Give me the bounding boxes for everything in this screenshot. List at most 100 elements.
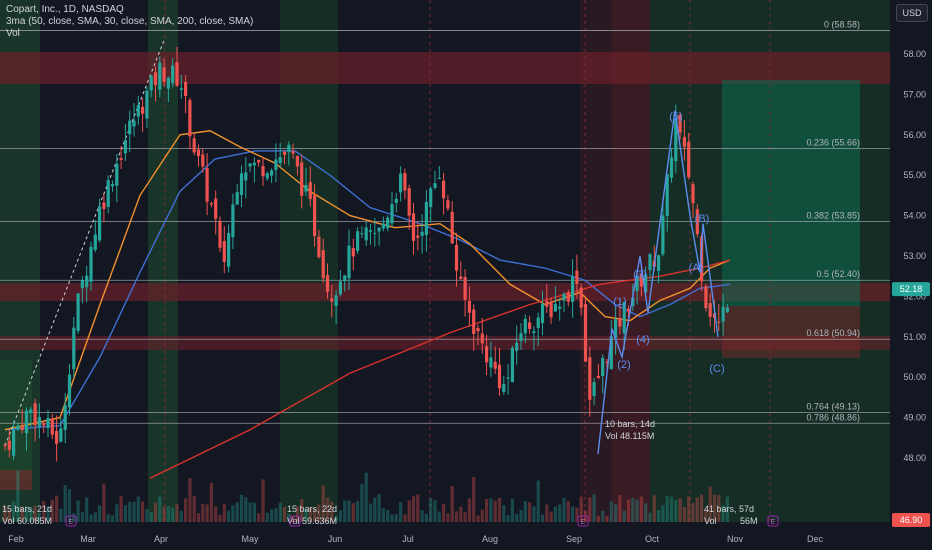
candle-body: [682, 136, 686, 147]
candle-body: [308, 182, 312, 200]
candle-body: [480, 333, 484, 344]
volume-bar: [571, 506, 575, 522]
indicator-label: 3ma (50, close, SMA, 30, close, SMA, 200…: [6, 16, 254, 27]
candle-body: [437, 178, 441, 180]
volume-bar: [235, 502, 239, 522]
volume-bar: [506, 515, 510, 522]
candle-body: [175, 62, 179, 87]
candle-body: [196, 149, 201, 156]
resistance-band-2: [0, 283, 890, 301]
candle-body: [347, 245, 351, 279]
candle-body: [687, 142, 691, 178]
volume-bar: [295, 506, 299, 522]
wave-label-4: (5): [669, 111, 682, 123]
fib-label-5: 0.764 (49.13): [806, 401, 860, 411]
wave-label-1: (2): [617, 359, 630, 371]
candle-body: [300, 162, 304, 196]
candle-body: [648, 254, 652, 271]
volume-bar: [622, 510, 626, 522]
candle-body: [463, 276, 467, 300]
volume-bar: [356, 501, 360, 522]
candle-body: [192, 138, 196, 153]
candle-body: [553, 303, 557, 312]
volume-bar: [463, 512, 467, 522]
volume-bar: [373, 497, 377, 522]
volume-bar: [102, 483, 106, 522]
volume-bar: [562, 497, 566, 522]
volume-bar: [390, 514, 394, 522]
volume-bar: [227, 510, 231, 522]
volume-bar: [545, 504, 549, 522]
candle-body: [89, 246, 93, 283]
wave-label-3: (4): [636, 334, 649, 346]
volume-bar: [411, 496, 416, 522]
candle-body: [184, 81, 188, 97]
volume-bar: [42, 501, 46, 522]
volume-bar: [510, 498, 514, 522]
candle-body: [429, 188, 433, 208]
volume-bar: [429, 498, 433, 522]
volume-bar: [231, 505, 235, 522]
volume-bar: [433, 499, 437, 522]
price-tick-5: 54.00: [903, 211, 926, 221]
candle-body: [325, 275, 330, 292]
candle-body: [678, 114, 682, 133]
candle-body: [72, 327, 76, 370]
candle-body: [218, 220, 222, 248]
candle-body: [549, 301, 553, 318]
volume-bar: [493, 500, 497, 522]
volume-bar: [132, 501, 136, 522]
currency-button[interactable]: USD: [896, 4, 928, 22]
volume-bar: [136, 496, 140, 522]
volume-bar: [519, 509, 523, 522]
volume-bar: [704, 509, 708, 522]
volume-bar: [317, 504, 321, 522]
volume-bar: [261, 479, 265, 522]
ma-line-ma-50: [4, 150, 731, 431]
volume-bar: [123, 505, 127, 522]
volume-bar: [644, 503, 648, 522]
month-tick-apr: Apr: [154, 534, 168, 544]
volume-bar: [166, 505, 170, 522]
candle-body: [373, 232, 377, 234]
candle-body: [270, 170, 274, 176]
volume-bar: [222, 504, 226, 522]
candle-body: [12, 429, 16, 456]
candle-body: [149, 75, 153, 91]
volume-bar: [37, 513, 41, 522]
volume-bar: [678, 498, 682, 522]
fib-label-2: 0.382 (53.85): [806, 211, 860, 221]
candle-body: [708, 303, 712, 317]
volume-bar: [12, 501, 16, 522]
earnings-marker-3: [767, 515, 779, 527]
candle-body: [399, 173, 403, 193]
volume-bars: [3, 470, 729, 522]
volume-bar: [661, 505, 665, 522]
candle-body: [16, 425, 20, 430]
volume-bar: [76, 500, 80, 522]
volume-bar: [162, 507, 166, 522]
volume-bar: [85, 497, 89, 522]
candle-body: [717, 321, 721, 323]
volume-bar: [7, 509, 11, 522]
candle-body: [338, 281, 342, 295]
candle-body: [532, 331, 536, 334]
candle-body: [523, 318, 527, 334]
candle-body: [360, 233, 364, 235]
volume-bar: [98, 505, 102, 522]
candle-body: [381, 223, 385, 229]
volume-bar: [674, 499, 678, 522]
volume-bar: [175, 504, 179, 522]
price-axis-bg: [890, 0, 932, 550]
candle-body: [497, 364, 502, 389]
candle-body: [343, 275, 347, 282]
volume-bar: [115, 504, 119, 522]
candle-body: [558, 306, 562, 309]
wave-label-2: (3): [633, 269, 646, 281]
candle-body: [669, 157, 674, 178]
volume-bar: [403, 514, 407, 522]
candle-body: [98, 206, 102, 241]
last-price-label: 52.18: [900, 284, 923, 294]
candle-body: [454, 244, 459, 271]
